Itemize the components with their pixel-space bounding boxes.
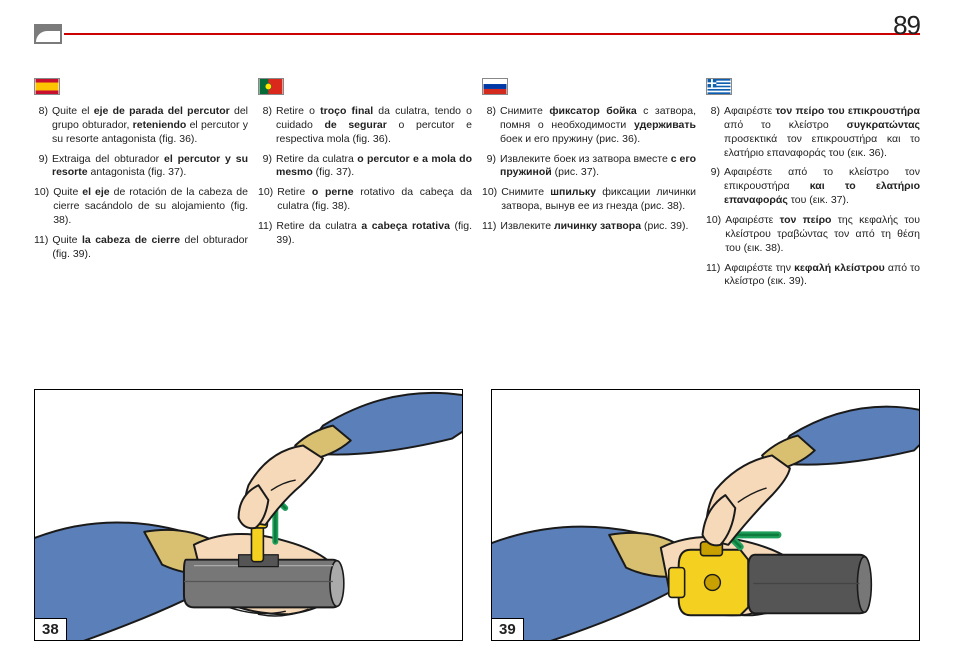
step-text: Αφαιρέστε τον πείρο του επικρουστήρα από…	[724, 105, 920, 160]
step-item: 8)Снимите фиксатор бойка с затвора, помн…	[482, 105, 696, 147]
page-number: 89	[893, 10, 920, 41]
column-pt: 8)Retire o troço final da culatra, tendo…	[258, 78, 472, 295]
step-number: 8)	[34, 105, 52, 147]
text-columns: 8)Quite el eje de parada del percutor de…	[34, 78, 920, 295]
step-text: Извлеките боек из затвора вместе с его п…	[500, 153, 696, 181]
brand-logo	[34, 24, 62, 44]
step-item: 11)Quite la cabeza de cierre del obturad…	[34, 234, 248, 262]
step-item: 10)Retire o perne rotativo da cabeça da …	[258, 186, 472, 214]
step-text: Quite el eje de rotación de la cabeza de…	[53, 186, 248, 228]
figure-number: 39	[492, 618, 524, 640]
step-text: Retire da culatra o percutor e a mola do…	[276, 153, 472, 181]
step-item: 11)Αφαιρέστε την κεφαλή κλείστρου από το…	[706, 262, 920, 290]
step-item: 10)Снимите шпильку фиксации личинки затв…	[482, 186, 696, 214]
figures-row: 38 39	[34, 389, 920, 641]
step-text: Retire o perne rotativo da cabeça da cul…	[277, 186, 472, 214]
figure-39: 39	[491, 389, 920, 641]
flag-portugal-icon	[258, 78, 284, 95]
step-text: Extraiga del obturador el percutor y su …	[52, 153, 248, 181]
step-number: 11)	[706, 262, 724, 290]
step-text: Αφαιρέστε τον πείρο της κεφαλής του κλεί…	[725, 214, 920, 256]
step-item: 10)Αφαιρέστε τον πείρο της κεφαλής του κ…	[706, 214, 920, 256]
step-text: Αφαιρέστε την κεφαλή κλείστρου από το κλ…	[724, 262, 920, 290]
column-es: 8)Quite el eje de parada del percutor de…	[34, 78, 248, 295]
step-text: Снимите шпильку фиксации личинки затвора…	[501, 186, 696, 214]
step-text: Retire o troço final da culatra, tendo o…	[276, 105, 472, 147]
step-text: Извлеките личинку затвора (рис. 39).	[500, 220, 696, 234]
step-number: 9)	[706, 166, 724, 208]
figure-38: 38	[34, 389, 463, 641]
step-item: 9)Retire da culatra o percutor e a mola …	[258, 153, 472, 181]
column-gr: 8)Αφαιρέστε τον πείρο του επικρουστήρα α…	[706, 78, 920, 295]
header-rule	[64, 33, 920, 35]
steps-es: 8)Quite el eje de parada del percutor de…	[34, 105, 248, 262]
flag-russia-icon	[482, 78, 508, 95]
step-number: 8)	[482, 105, 500, 147]
step-text: Снимите фиксатор бойка с затвора, помня …	[500, 105, 696, 147]
step-number: 8)	[258, 105, 276, 147]
figure-number: 38	[35, 618, 67, 640]
steps-pt: 8)Retire o troço final da culatra, tendo…	[258, 105, 472, 248]
step-item: 8)Αφαιρέστε τον πείρο του επικρουστήρα α…	[706, 105, 920, 160]
step-number: 9)	[482, 153, 500, 181]
step-item: 9)Extraiga del obturador el percutor y s…	[34, 153, 248, 181]
step-number: 10)	[482, 186, 501, 214]
step-item: 9)Извлеките боек из затвора вместе с его…	[482, 153, 696, 181]
flag-greece-icon	[706, 78, 732, 95]
step-item: 10)Quite el eje de rotación de la cabeza…	[34, 186, 248, 228]
step-number: 10)	[258, 186, 277, 214]
step-text: Quite la cabeza de cierre del obturador …	[52, 234, 248, 262]
steps-ru: 8)Снимите фиксатор бойка с затвора, помн…	[482, 105, 696, 234]
step-item: 8)Quite el eje de parada del percutor de…	[34, 105, 248, 147]
flag-spain-icon	[34, 78, 60, 95]
step-number: 11)	[34, 234, 52, 262]
step-item: 11)Retire da culatra a cabeça rotativa (…	[258, 220, 472, 248]
step-number: 9)	[34, 153, 52, 181]
step-number: 10)	[34, 186, 53, 228]
step-number: 11)	[258, 220, 276, 248]
step-item: 9)Αφαιρέστε από το κλείστρο τον επικρουσ…	[706, 166, 920, 208]
step-number: 8)	[706, 105, 724, 160]
step-number: 11)	[482, 220, 500, 234]
step-text: Quite el eje de parada del percutor del …	[52, 105, 248, 147]
step-item: 11)Извлеките личинку затвора (рис. 39).	[482, 220, 696, 234]
step-text: Retire da culatra a cabeça rotativa (fig…	[276, 220, 472, 248]
step-item: 8)Retire o troço final da culatra, tendo…	[258, 105, 472, 147]
step-number: 10)	[706, 214, 725, 256]
step-text: Αφαιρέστε από το κλείστρο τον επικρουστή…	[724, 166, 920, 208]
step-number: 9)	[258, 153, 276, 181]
steps-gr: 8)Αφαιρέστε τον πείρο του επικρουστήρα α…	[706, 105, 920, 289]
column-ru: 8)Снимите фиксатор бойка с затвора, помн…	[482, 78, 696, 295]
